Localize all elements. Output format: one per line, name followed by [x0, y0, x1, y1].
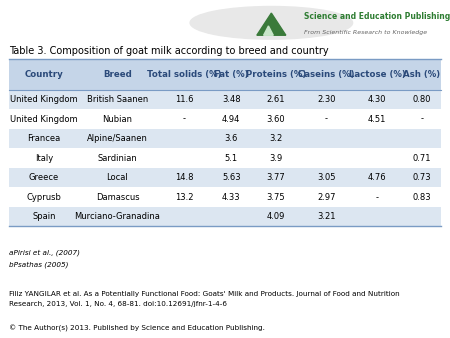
Polygon shape — [257, 13, 286, 35]
Text: British Saanen: British Saanen — [87, 95, 148, 104]
Text: 13.2: 13.2 — [175, 193, 194, 202]
Text: Ash (%): Ash (%) — [403, 70, 441, 79]
Text: 3.2: 3.2 — [270, 134, 283, 143]
Text: United Kingdom: United Kingdom — [10, 95, 78, 104]
Text: 3.05: 3.05 — [317, 173, 336, 182]
Text: Spain: Spain — [32, 212, 56, 221]
Text: 2.30: 2.30 — [317, 95, 336, 104]
Text: 4.33: 4.33 — [222, 193, 240, 202]
Text: 0.71: 0.71 — [413, 154, 431, 163]
Text: 2.97: 2.97 — [317, 193, 336, 202]
Text: Italy: Italy — [35, 154, 53, 163]
Text: Science and Education Publishing: Science and Education Publishing — [304, 12, 450, 21]
Text: Francea: Francea — [27, 134, 61, 143]
Text: 0.83: 0.83 — [413, 193, 431, 202]
Text: 4.09: 4.09 — [267, 212, 285, 221]
Text: 4.51: 4.51 — [368, 115, 386, 124]
Text: 2.61: 2.61 — [267, 95, 285, 104]
Text: 14.8: 14.8 — [175, 173, 194, 182]
Text: 3.48: 3.48 — [222, 95, 240, 104]
Text: Alpine/Saanen: Alpine/Saanen — [87, 134, 148, 143]
FancyBboxPatch shape — [9, 148, 441, 168]
FancyBboxPatch shape — [9, 59, 441, 90]
Text: Country: Country — [25, 70, 63, 79]
Text: © The Author(s) 2013. Published by Science and Education Publishing.: © The Author(s) 2013. Published by Scien… — [9, 324, 265, 332]
Text: Table 3. Composition of goat milk according to breed and country: Table 3. Composition of goat milk accord… — [9, 46, 328, 56]
Text: From Scientific Research to Knowledge: From Scientific Research to Knowledge — [304, 30, 428, 35]
FancyBboxPatch shape — [9, 187, 441, 207]
Text: Filiz YANGILAR et al. As a Potentially Functional Food: Goats' Milk and Products: Filiz YANGILAR et al. As a Potentially F… — [9, 291, 400, 297]
Text: -: - — [325, 115, 328, 124]
Text: 0.73: 0.73 — [413, 173, 431, 182]
Text: Proteins (%): Proteins (%) — [246, 70, 306, 79]
Text: -: - — [183, 115, 185, 124]
Polygon shape — [264, 26, 273, 35]
Text: 3.75: 3.75 — [267, 193, 285, 202]
Text: 3.60: 3.60 — [267, 115, 285, 124]
Text: United Kingdom: United Kingdom — [10, 115, 78, 124]
Text: Local: Local — [107, 173, 128, 182]
Text: 3.9: 3.9 — [270, 154, 283, 163]
FancyBboxPatch shape — [9, 207, 441, 226]
Text: 4.94: 4.94 — [222, 115, 240, 124]
Text: 3.6: 3.6 — [225, 134, 238, 143]
Text: 3.21: 3.21 — [317, 212, 336, 221]
Text: 11.6: 11.6 — [175, 95, 194, 104]
Text: Greece: Greece — [29, 173, 59, 182]
Text: Total solids (%): Total solids (%) — [147, 70, 221, 79]
FancyBboxPatch shape — [9, 129, 441, 148]
FancyBboxPatch shape — [9, 90, 441, 110]
Text: 3.77: 3.77 — [267, 173, 285, 182]
Text: Damascus: Damascus — [96, 193, 139, 202]
Text: -: - — [420, 115, 423, 124]
Text: Cyprusb: Cyprusb — [27, 193, 61, 202]
Text: 0.80: 0.80 — [413, 95, 431, 104]
Text: Sardinian: Sardinian — [98, 154, 137, 163]
Text: 4.30: 4.30 — [368, 95, 387, 104]
Text: 5.1: 5.1 — [225, 154, 238, 163]
Text: aPirisi et al., (2007): aPirisi et al., (2007) — [9, 249, 80, 256]
FancyBboxPatch shape — [9, 168, 441, 187]
Circle shape — [190, 6, 353, 39]
FancyBboxPatch shape — [9, 110, 441, 129]
Text: Fat (%): Fat (%) — [214, 70, 248, 79]
Text: Lactose (%): Lactose (%) — [349, 70, 405, 79]
Text: Murciano-Granadina: Murciano-Granadina — [75, 212, 160, 221]
Text: Caseins (%): Caseins (%) — [298, 70, 355, 79]
Text: Breed: Breed — [103, 70, 132, 79]
Text: Nubian: Nubian — [103, 115, 132, 124]
Text: 5.63: 5.63 — [222, 173, 240, 182]
Text: 4.76: 4.76 — [368, 173, 387, 182]
Text: Research, 2013, Vol. 1, No. 4, 68-81. doi:10.12691/jfnr-1-4-6: Research, 2013, Vol. 1, No. 4, 68-81. do… — [9, 301, 227, 308]
Text: bPsathas (2005): bPsathas (2005) — [9, 261, 68, 268]
Text: -: - — [376, 193, 378, 202]
